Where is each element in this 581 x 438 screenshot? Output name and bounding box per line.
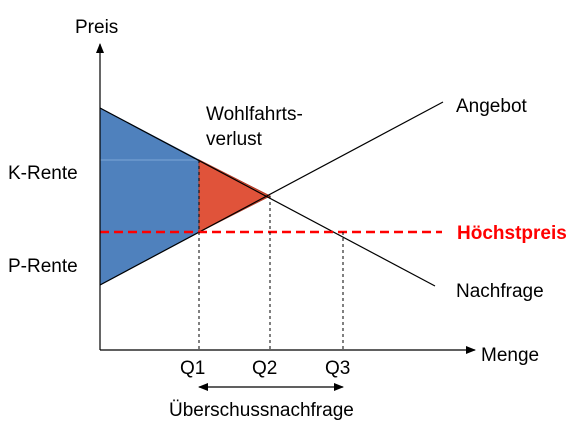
deadweight-loss-label-line2: verlust xyxy=(206,129,263,150)
q1-label: Q1 xyxy=(180,358,205,379)
deadweight-loss-label-line1: Wohlfahrts- xyxy=(206,104,303,125)
producer-surplus-label: P-Rente xyxy=(8,256,78,277)
y-axis-label: Preis xyxy=(75,17,118,38)
q3-label: Q3 xyxy=(325,358,350,379)
deadweight-loss-area xyxy=(198,159,272,233)
demand-curve xyxy=(99,107,436,287)
price-ceiling-label: Höchstpreis xyxy=(457,223,567,244)
supply-curve xyxy=(99,101,444,286)
x-axis-label: Menge xyxy=(481,345,539,366)
demand-label: Nachfrage xyxy=(456,281,544,302)
q2-label: Q2 xyxy=(252,358,277,379)
supply-label: Angebot xyxy=(456,96,528,117)
excess-demand-label: Überschussnachfrage xyxy=(169,400,354,421)
consumer-surplus-label: K-Rente xyxy=(8,163,78,184)
